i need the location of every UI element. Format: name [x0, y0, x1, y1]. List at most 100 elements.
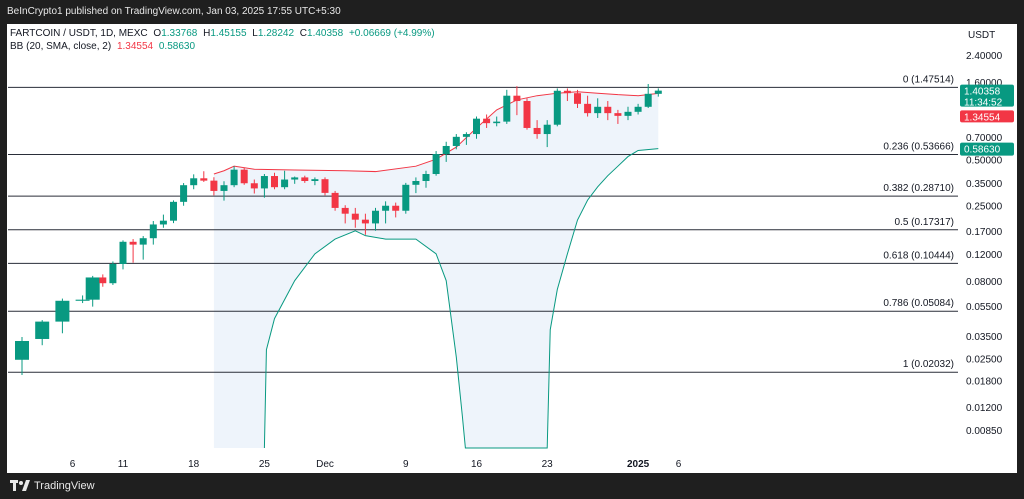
price-axis: USDT 2.40000 1.60000 0.70000 0.50000 0.35000 0…: [966, 30, 1003, 437]
fib-level-label: 1 (0.02032): [903, 359, 954, 370]
open-label: O: [153, 28, 162, 39]
candle: [412, 177, 420, 194]
bb-row: BB (20, SMA, close, 2) 1.34554 0.58630: [10, 41, 435, 54]
candle: [574, 89, 581, 109]
time-tick-label: 23: [542, 459, 554, 470]
candle: [159, 214, 167, 228]
candle: [260, 174, 268, 198]
candle: [503, 89, 511, 124]
candle: [382, 201, 390, 224]
candle: [634, 103, 642, 115]
candle: [281, 170, 289, 190]
last-price-badge-text: 11:34:52: [964, 98, 1003, 109]
bb-lower-line: [263, 148, 659, 449]
candle: [170, 200, 177, 224]
price-tick-label: 0.01200: [966, 403, 1003, 414]
candle-body: [321, 179, 329, 193]
symbol-row: FARTCOIN / USDT, 1D, MEXC O1.33768 H1.45…: [10, 28, 435, 41]
candle: [452, 134, 460, 150]
price-tick-label: 0.25000: [966, 201, 1003, 212]
candle: [210, 177, 218, 196]
chart-legend: FARTCOIN / USDT, 1D, MEXC O1.33768 H1.45…: [10, 28, 435, 54]
time-tick-label: 16: [471, 459, 483, 470]
candle-body: [351, 213, 359, 220]
candle: [392, 202, 400, 218]
bb-lower-badge-text: 0.58630: [964, 145, 1001, 156]
price-tick-label: 0.03500: [966, 332, 1003, 343]
candle-body: [442, 145, 450, 155]
candle-body: [220, 185, 228, 191]
candle-body: [159, 220, 167, 225]
fib-level-label: 0.786 (0.05084): [883, 298, 954, 309]
candle-body: [15, 340, 29, 360]
candle: [291, 176, 299, 184]
change-value: +0.06669 (+4.99%): [348, 28, 435, 39]
candle: [523, 98, 531, 130]
bb-upper-badge-bg: [960, 110, 1014, 123]
candle-body: [55, 300, 70, 322]
price-tick-label: 0.35000: [966, 179, 1003, 190]
bb-upper-badge-text: 1.34554: [964, 112, 1001, 123]
brand-name: TradingView: [34, 480, 95, 492]
time-tick-label: 2025: [627, 459, 650, 470]
candle-body: [129, 241, 137, 245]
candle-body: [361, 219, 369, 224]
candle-body: [331, 192, 339, 208]
bb-lower-value: 0.58630: [158, 41, 196, 52]
candle-body: [493, 121, 501, 124]
candle-body: [311, 179, 319, 182]
fib-level-label: 0.5 (0.17317): [895, 217, 955, 228]
candle-body: [170, 201, 177, 221]
candle: [35, 320, 50, 346]
candle-body: [432, 154, 440, 175]
candle-body: [260, 176, 268, 189]
candle: [402, 182, 410, 214]
price-tick-label: 2.40000: [966, 51, 1003, 62]
low-value: 1.28242: [257, 28, 295, 39]
last-price-badge-text: 1.40358: [964, 87, 1001, 98]
candle: [190, 174, 198, 190]
candle: [129, 239, 137, 263]
candle: [432, 151, 440, 176]
candle: [584, 95, 592, 117]
candle: [493, 116, 501, 127]
candle-body: [180, 185, 188, 202]
candle: [422, 170, 430, 188]
candle: [200, 171, 208, 182]
candle: [250, 179, 258, 194]
candle-body: [85, 277, 100, 300]
candle: [594, 98, 602, 118]
candle: [139, 236, 147, 260]
candle: [624, 106, 632, 121]
candle-body: [119, 241, 127, 264]
high-value: 1.45155: [210, 28, 247, 39]
fibonacci-levels: 0 (1.47514) 0.236 (0.53666) 0.382 (0.28710…: [8, 74, 958, 373]
candle-body: [35, 321, 50, 339]
candle-body: [200, 178, 208, 181]
candle: [604, 101, 612, 121]
candle-body: [75, 299, 90, 301]
candle: [351, 207, 359, 228]
candle: [119, 240, 127, 270]
candle-body: [250, 183, 258, 189]
candle: [240, 167, 248, 185]
tradingview-logo-icon: [10, 480, 30, 492]
candle-body: [372, 210, 379, 224]
candle: [75, 295, 90, 304]
candle: [473, 116, 480, 139]
candle: [331, 190, 339, 211]
candle-body: [291, 177, 299, 180]
candle: [109, 261, 117, 285]
candle: [513, 86, 521, 116]
candle-body: [614, 113, 622, 116]
currency-label: USDT: [968, 30, 995, 41]
candle-body: [341, 207, 349, 214]
candle: [462, 132, 470, 145]
open-value: 1.33768: [161, 28, 198, 39]
candle-body: [523, 101, 531, 128]
bollinger-fill-layer: [213, 91, 659, 448]
candle-body: [644, 93, 652, 107]
candle: [55, 298, 70, 334]
